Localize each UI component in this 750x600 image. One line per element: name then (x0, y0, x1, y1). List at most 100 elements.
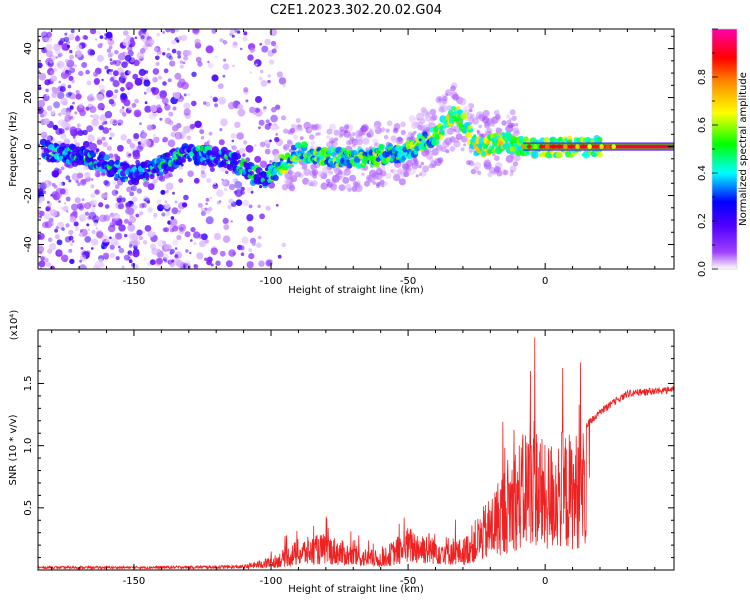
spectrogram-cell (91, 238, 99, 246)
spectrogram-cell (78, 232, 83, 237)
spectrogram-cell (47, 181, 52, 185)
spectrogram-cell (103, 179, 109, 186)
spectrogram-cell (232, 178, 238, 184)
spectrogram-cell (373, 125, 379, 130)
spectrogram-cell (59, 188, 66, 195)
spectrogram-cell (53, 101, 61, 109)
spectrogram-cell (199, 240, 207, 248)
spectrogram-cell (362, 155, 370, 163)
spectrogram-cell (145, 177, 150, 181)
spectrogram-cell (470, 113, 475, 119)
spectrogram-cell (104, 204, 110, 209)
spectrogram-cell (230, 133, 237, 139)
spectrogram-cell (425, 111, 431, 116)
spectrogram-cell (38, 260, 46, 268)
spectrogram-cell (156, 250, 164, 258)
y-tick-label: 1.5 (23, 376, 34, 392)
spectrogram-cell (74, 54, 78, 57)
spectrogram-cell (63, 138, 71, 146)
spectrogram-cell (213, 97, 218, 103)
spectrogram-cell (218, 200, 222, 203)
spectrogram-cell (501, 120, 507, 126)
spectrogram-cell (55, 49, 61, 55)
spectrogram-cell (477, 131, 481, 136)
spectrogram-cell (400, 121, 406, 128)
spectrogram-cell (593, 144, 598, 149)
spectrogram-cell (563, 144, 568, 149)
spectrogram-cell (174, 200, 178, 204)
spectrogram-cell (39, 153, 42, 157)
spectrogram-frame (37, 28, 675, 270)
spectrogram-cell (87, 48, 95, 56)
spectrogram-cell (118, 224, 126, 232)
spectrogram-cell (228, 249, 236, 257)
spectrogram-cell (211, 29, 217, 34)
spectrogram-cell (473, 134, 477, 138)
spectrogram-cell (143, 79, 151, 87)
spectrogram-cell (46, 93, 49, 97)
spectrogram-cell (219, 38, 224, 43)
spectrogram-cell (171, 207, 179, 215)
spectrogram-cell (231, 145, 237, 151)
spectrogram-cell (353, 139, 358, 145)
spectrogram-cell (273, 123, 277, 126)
spectrogram-cell (220, 118, 228, 127)
spectrogram-cell (225, 260, 233, 268)
spectrogram-cell (195, 56, 202, 63)
spectrogram-cell (438, 106, 445, 113)
spectrogram-cell (269, 160, 272, 163)
spectrogram-cell (496, 170, 503, 177)
spectrogram-cell (101, 108, 104, 111)
x-tick-label: -100 (260, 276, 283, 287)
spectrogram-cell (68, 33, 75, 41)
spectrogram-cell (66, 210, 69, 213)
spectrogram-cell (138, 236, 143, 241)
spectrogram-cell (222, 74, 226, 78)
spectrogram-cell (157, 75, 163, 80)
spectrogram-cell (334, 174, 340, 181)
spectrogram-cell (158, 171, 164, 177)
spectrogram-cell (386, 120, 393, 127)
spectrogram-cell (348, 134, 353, 139)
spectrogram-cell (160, 189, 166, 195)
spectrogram-cell (86, 223, 90, 227)
spectrogram-cell (79, 109, 86, 117)
spectrogram-cell (133, 109, 142, 118)
spectrogram-cell (294, 171, 301, 178)
spectrogram-cell (310, 140, 316, 146)
spectrogram-cell (311, 124, 318, 131)
spectrogram-cell (144, 168, 148, 173)
spectrogram-cell (243, 31, 248, 36)
spectrogram-cell (93, 222, 98, 227)
spectrogram-cell (144, 76, 149, 80)
spectrogram-cell (259, 213, 265, 220)
spectrogram-cell (172, 225, 179, 232)
spectrogram-y-label: Frequency (Hz) (8, 111, 19, 187)
spectrogram-cell (167, 248, 170, 252)
spectrogram-cell (425, 151, 429, 155)
spectrogram-cell (259, 185, 263, 189)
spectrogram-panel: -150 -100 -50 0 -40 -20 0 20 40 Height of strai… (8, 28, 675, 296)
spectrogram-cell (159, 117, 163, 121)
spectrogram-cell (597, 136, 603, 143)
spectrogram-cell (254, 144, 257, 147)
spectrogram-cell (43, 179, 52, 188)
spectrogram-cell (171, 259, 175, 263)
spectrogram-cell (258, 235, 262, 240)
spectrogram-cell (95, 227, 99, 230)
spectrogram-cell (90, 247, 94, 250)
spectrogram-cell (79, 216, 85, 221)
spectrogram-cell (361, 172, 365, 176)
spectrogram-cell (65, 196, 71, 202)
spectrogram-cell (204, 239, 209, 244)
spectrogram-cell (96, 139, 103, 145)
spectrogram-cell (57, 91, 65, 100)
spectrogram-cell (102, 127, 110, 134)
spectrogram-cell (49, 243, 57, 251)
spectrogram-cell (410, 121, 419, 129)
spectrogram-cell (253, 60, 259, 66)
spectrogram-cell (44, 258, 49, 263)
spectrogram-x-ticks: -150 -100 -50 0 (51, 29, 656, 287)
spectrogram-cell (445, 89, 452, 96)
spectrogram-cell (65, 92, 72, 98)
